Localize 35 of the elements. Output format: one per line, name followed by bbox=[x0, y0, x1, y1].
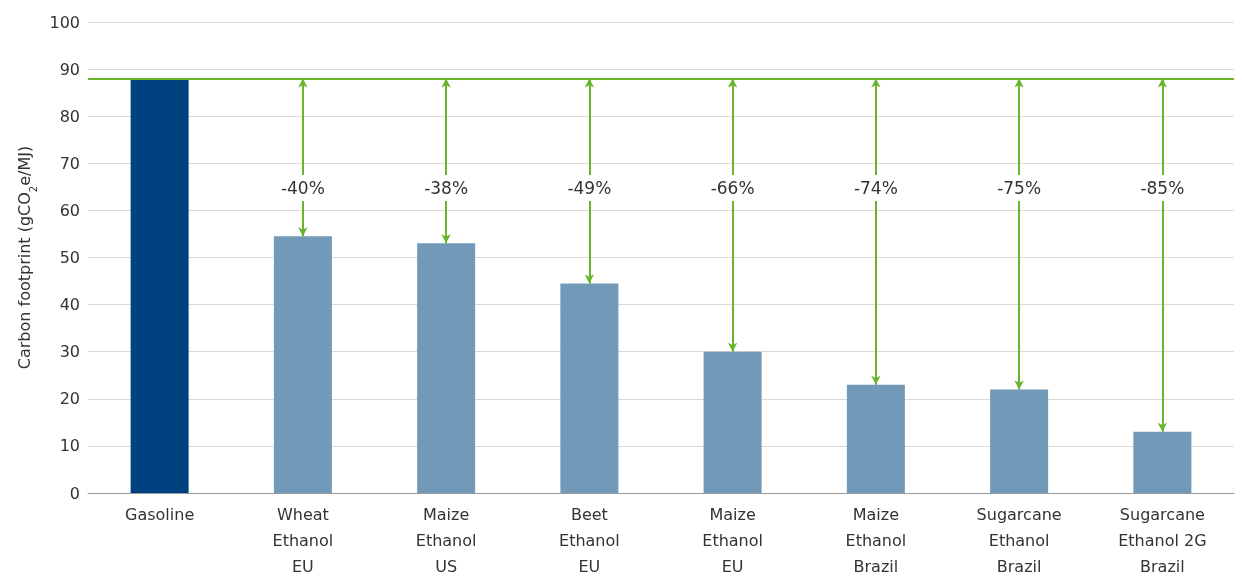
annotation: -74% bbox=[853, 178, 898, 198]
x-tick-label: Beet Ethanol EU bbox=[559, 504, 620, 576]
bar bbox=[1133, 431, 1192, 493]
y-axis-title: Carbon footprint (gCO2e/MJ) bbox=[15, 145, 40, 370]
x-tick-label: Maize Ethanol Brazil bbox=[845, 504, 907, 576]
annotation: -38% bbox=[424, 178, 469, 198]
annotation: -75% bbox=[997, 178, 1042, 198]
bar bbox=[273, 236, 332, 493]
bar bbox=[990, 389, 1049, 493]
y-tick-label: 90 bbox=[59, 59, 80, 79]
y-tick-label: 30 bbox=[59, 342, 80, 362]
y-tick-label: 10 bbox=[59, 436, 80, 456]
x-tick-label: Maize Ethanol US bbox=[415, 504, 477, 576]
y-tick-label: 60 bbox=[59, 200, 80, 220]
y-tick-label: 70 bbox=[59, 153, 80, 173]
bar bbox=[703, 351, 762, 493]
bar bbox=[846, 384, 905, 493]
y-tick-label: 100 bbox=[49, 12, 80, 32]
annotation: -66% bbox=[710, 178, 755, 198]
bar bbox=[417, 243, 476, 493]
x-tick-label: Sugarcane Ethanol Brazil bbox=[976, 504, 1062, 576]
bar bbox=[560, 283, 619, 493]
annotation: -49% bbox=[567, 178, 612, 198]
y-tick-label: 0 bbox=[69, 483, 80, 503]
annotation: -85% bbox=[1140, 178, 1185, 198]
annotation: -40% bbox=[280, 178, 325, 198]
x-tick-label: Wheat Ethanol EU bbox=[272, 504, 334, 576]
bar bbox=[130, 78, 189, 493]
x-tick-label: Sugarcane Ethanol 2G Brazil bbox=[1118, 504, 1207, 576]
y-tick-label: 50 bbox=[59, 248, 80, 267]
y-tick-label: 80 bbox=[59, 106, 80, 126]
x-tick-label: Gasoline bbox=[125, 504, 195, 524]
y-tick-label: 40 bbox=[59, 295, 80, 315]
y-tick-label: 20 bbox=[59, 389, 80, 409]
x-tick-label: Maize Ethanol EU bbox=[702, 504, 763, 576]
